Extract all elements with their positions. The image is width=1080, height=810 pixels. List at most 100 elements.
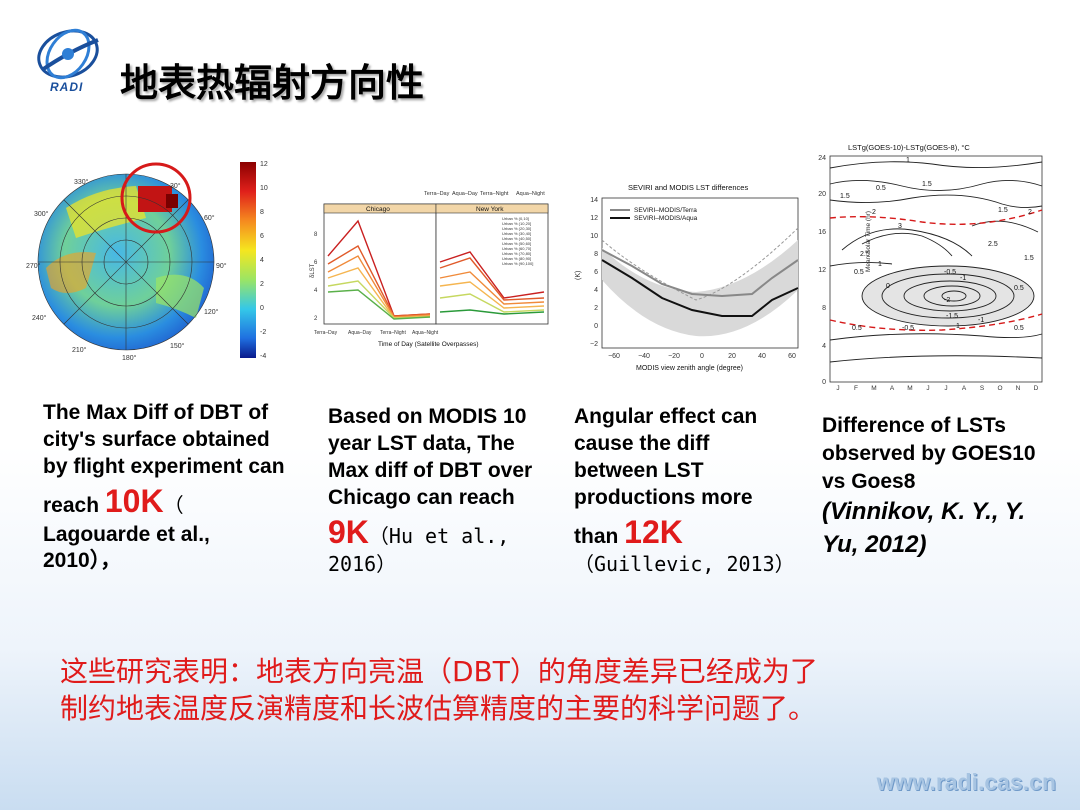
svg-text:-2: -2 <box>260 329 266 336</box>
svg-text:40: 40 <box>758 353 766 360</box>
svg-text:N: N <box>1016 385 1021 392</box>
svg-text:SEVIRI–MODIS/Aqua: SEVIRI–MODIS/Aqua <box>634 215 698 222</box>
svg-text:1: 1 <box>956 323 960 330</box>
colorbar-ticks: 12 10 8 6 4 2 0 -2 -4 <box>260 161 268 360</box>
caption-angular-effect: Angular effect can cause the diff betwee… <box>574 405 795 577</box>
svg-text:Urban % (80,90]: Urban % (80,90] <box>502 256 531 261</box>
svg-text:1.5: 1.5 <box>1024 255 1034 262</box>
svg-text:6: 6 <box>314 260 318 266</box>
svg-text:8: 8 <box>822 305 826 312</box>
svg-text:M: M <box>871 385 876 392</box>
svg-text:8: 8 <box>260 209 264 216</box>
svg-text:0: 0 <box>822 379 826 386</box>
svg-text:8: 8 <box>594 251 598 258</box>
svg-text:Terra–Day: Terra–Day <box>424 191 450 197</box>
svg-text:20: 20 <box>728 353 736 360</box>
svg-text:J: J <box>944 385 947 392</box>
svg-text:60: 60 <box>788 353 796 360</box>
svg-text:−60: −60 <box>608 353 620 360</box>
svg-text:6: 6 <box>260 233 264 240</box>
svg-text:2: 2 <box>314 316 318 322</box>
goes-title: LSTg(GOES-10)-LSTg(GOES-8), °C <box>848 143 970 152</box>
svg-text:270°: 270° <box>26 262 41 270</box>
svg-text:Urban % (60,70]: Urban % (60,70] <box>502 246 531 251</box>
svg-text:O: O <box>997 385 1002 392</box>
svg-text:120°: 120° <box>204 308 219 316</box>
svg-text:Urban % (70,80]: Urban % (70,80] <box>502 251 531 256</box>
svg-text:4: 4 <box>260 257 264 264</box>
svg-text:14: 14 <box>590 197 598 204</box>
highlight-circle <box>120 162 192 234</box>
svg-text:1.5: 1.5 <box>998 207 1008 214</box>
svg-text:2.5: 2.5 <box>860 251 870 258</box>
seviri-figure: SEVIRI and MODIS LST differences SEVIRI–… <box>575 183 799 372</box>
svg-text:-1: -1 <box>960 275 966 282</box>
svg-text:A: A <box>890 385 895 392</box>
svg-text:Aqua–Day: Aqua–Day <box>348 330 372 336</box>
svg-text:J: J <box>836 385 839 392</box>
svg-text:Urban % (10,20]: Urban % (10,20] <box>502 221 531 226</box>
svg-text:Aqua–Night: Aqua–Night <box>516 191 545 197</box>
svg-text:1: 1 <box>878 261 882 268</box>
svg-text:12: 12 <box>818 267 826 274</box>
svg-text:-1: -1 <box>978 317 984 324</box>
caption-goes: Difference of LSTs observed by GOES10 vs… <box>822 414 1036 558</box>
svg-text:1.5: 1.5 <box>840 193 850 200</box>
svg-text:3: 3 <box>898 223 902 230</box>
svg-text:12: 12 <box>260 161 268 168</box>
seviri-xlabel: MODIS view zenith angle (degree) <box>636 365 743 372</box>
svg-text:0: 0 <box>594 323 598 330</box>
chicago-xlabel: Time of Day (Satellite Overpasses) <box>378 341 479 348</box>
goes-citation: (Vinnikov, K. Y., Y. Yu, 2012) <box>822 498 1026 558</box>
svg-text:Terra–Day: Terra–Day <box>314 330 338 336</box>
svg-text:90°: 90° <box>216 262 227 270</box>
svg-text:16: 16 <box>818 229 826 236</box>
footer-url[interactable]: www.radi.cas.cn <box>876 769 1056 795</box>
svg-text:2: 2 <box>260 281 264 288</box>
svg-text:0.5: 0.5 <box>876 185 886 192</box>
panel-newyork: New York <box>476 206 504 213</box>
conclusion-text: 这些研究表明：地表方向亮温（DBT）的角度差异已经成为了 制约地表温度反演精度和… <box>60 655 818 725</box>
goes-contour-labels: 1 1.5 0.5 1.5 2 1.5 2 2.5 3 2.5 1.5 0.5 … <box>840 157 1034 332</box>
svg-text:Urban % (40,50]: Urban % (40,50] <box>502 236 531 241</box>
svg-text:2: 2 <box>872 209 876 216</box>
svg-text:J: J <box>926 385 929 392</box>
highlight-12k: 12K <box>624 513 683 550</box>
svg-text:0.5: 0.5 <box>1014 285 1024 292</box>
svg-text:F: F <box>854 385 858 392</box>
svg-text:10: 10 <box>260 185 268 192</box>
svg-text:0.5: 0.5 <box>1014 325 1024 332</box>
svg-text:-2: -2 <box>944 297 950 304</box>
svg-text:Urban % (90,100]: Urban % (90,100] <box>502 261 533 266</box>
polar-map-figure: 330° 30° 300° 60° 270° 90° 240° 120° 210… <box>26 161 268 362</box>
svg-text:M: M <box>907 385 912 392</box>
svg-text:Mean Solar Time (hr): Mean Solar Time (hr) <box>865 211 872 272</box>
svg-text:0: 0 <box>260 305 264 312</box>
polar-angle-labels: 330° 30° 300° 60° 270° 90° 240° 120° 210… <box>26 178 227 362</box>
highlight-10k: 10K <box>104 482 164 519</box>
svg-text:210°: 210° <box>72 346 87 354</box>
svg-text:2.5: 2.5 <box>988 241 998 248</box>
svg-text:A: A <box>962 385 967 392</box>
seviri-legend: SEVIRI–MODIS/Terra SEVIRI–MODIS/Aqua <box>610 207 698 222</box>
svg-text:30°: 30° <box>170 182 181 190</box>
svg-text:S: S <box>980 385 985 392</box>
svg-text:SEVIRI–MODIS/Terra: SEVIRI–MODIS/Terra <box>634 207 697 214</box>
svg-text:1.5: 1.5 <box>922 181 932 188</box>
svg-text:D: D <box>1034 385 1039 392</box>
colorbar <box>240 162 256 358</box>
svg-text:Terra–Night: Terra–Night <box>380 330 406 336</box>
svg-text:240°: 240° <box>32 314 47 322</box>
page-title: 地表热辐射方向性 <box>120 61 425 105</box>
svg-text:−2: −2 <box>590 341 598 348</box>
svg-text:1: 1 <box>906 157 910 164</box>
svg-text:-0.5: -0.5 <box>902 325 914 332</box>
svg-text:4: 4 <box>822 343 826 350</box>
svg-text:−20: −20 <box>668 353 680 360</box>
svg-text:-4: -4 <box>260 353 266 360</box>
svg-text:Aqua–Day: Aqua–Day <box>452 191 478 197</box>
svg-text:10: 10 <box>590 233 598 240</box>
svg-text:4: 4 <box>314 288 318 294</box>
radi-logo-icon <box>37 28 99 80</box>
goes-figure: LSTg(GOES-10)-LSTg(GOES-8), °C 1 1.5 0.5… <box>818 143 1043 392</box>
